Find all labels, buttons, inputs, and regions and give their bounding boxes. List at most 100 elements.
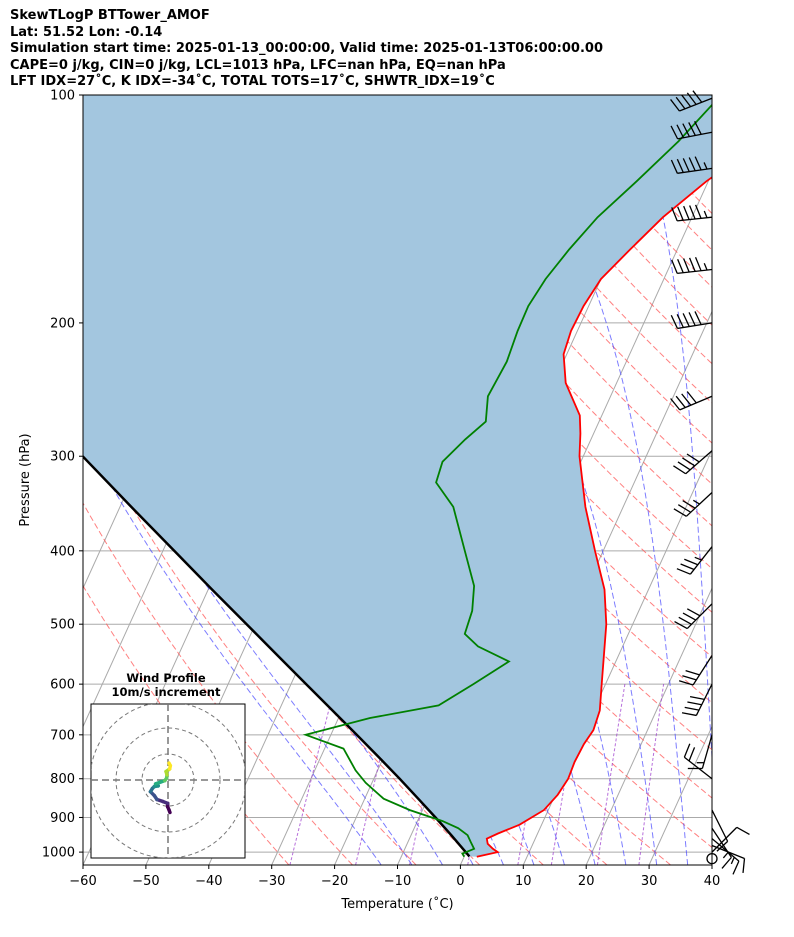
x-tick-label: −60 bbox=[69, 874, 96, 889]
barb-half-flag bbox=[703, 263, 708, 271]
x-tick-label: 30 bbox=[641, 874, 658, 889]
barb-flag bbox=[689, 205, 696, 220]
title-line-station: SkewTLogP BTTower_AMOF bbox=[10, 8, 210, 23]
wind-barb bbox=[670, 121, 713, 140]
barb-flag bbox=[681, 712, 697, 717]
moist-adiabat bbox=[727, 95, 750, 865]
y-tick-label: 400 bbox=[50, 544, 75, 559]
chart-series bbox=[83, 95, 712, 858]
dry-adiabat bbox=[406, 95, 712, 444]
isotherm-20 bbox=[585, 587, 712, 865]
x-axis-title: Temperature (˚C) bbox=[340, 896, 453, 912]
barb-flag bbox=[688, 747, 696, 762]
dry-adiabat bbox=[373, 95, 712, 485]
y-tick-label: 200 bbox=[50, 316, 75, 331]
barb-flag bbox=[684, 706, 700, 711]
wind-barbs bbox=[670, 90, 750, 875]
barb-flag bbox=[677, 206, 684, 221]
barb-flag bbox=[686, 391, 697, 404]
moist-adiabat bbox=[192, 95, 596, 865]
barb-flag bbox=[676, 158, 684, 173]
wind-barb bbox=[673, 492, 713, 517]
mixing-ratio-line bbox=[289, 683, 336, 865]
barb-flag bbox=[682, 612, 697, 621]
chart-title-block: SkewTLogP BTTower_AMOF Lat: 51.52 Lon: -… bbox=[10, 8, 603, 91]
y-tick-label: 900 bbox=[50, 811, 75, 826]
y-tick-label: 300 bbox=[50, 450, 75, 465]
barb-flag bbox=[684, 558, 699, 566]
y-tick-label: 600 bbox=[50, 678, 75, 693]
wind-barb bbox=[711, 826, 750, 853]
wind-barb bbox=[671, 204, 713, 222]
barb-flag bbox=[671, 207, 678, 222]
chart-axes: −60 −50 −40 −30 −20 −10 0 10 20 30 40 100 200 300 400 5… bbox=[18, 89, 720, 913]
wind-barb bbox=[674, 603, 713, 630]
title-line-location: Lat: 51.52 Lon: -0.14 bbox=[10, 24, 163, 40]
barb-flag bbox=[683, 743, 691, 758]
barb-flag bbox=[688, 122, 696, 136]
barb-flag bbox=[676, 124, 685, 139]
barb-flag bbox=[682, 123, 690, 137]
dewpoint-line bbox=[302, 103, 712, 858]
barb-flag bbox=[674, 620, 688, 630]
barb-shaft bbox=[692, 655, 713, 686]
barb-flag bbox=[670, 398, 681, 411]
barb-flag bbox=[687, 701, 702, 706]
barb-flag bbox=[694, 156, 702, 171]
wind-barb bbox=[673, 450, 713, 475]
title-line-times: Simulation start time: 2025-01-13_00:00:… bbox=[10, 41, 603, 56]
barb-shaft bbox=[701, 734, 713, 769]
barb-flag bbox=[682, 313, 690, 327]
barb-flag bbox=[721, 856, 732, 869]
isotherm-40 bbox=[711, 863, 712, 865]
barb-flag bbox=[686, 608, 701, 617]
barb-flag bbox=[682, 500, 696, 509]
barb-flag bbox=[682, 675, 697, 681]
barb-half-flag bbox=[694, 556, 702, 561]
barb-shaft bbox=[711, 838, 740, 862]
barb-flag bbox=[670, 159, 678, 174]
isotherm-30 bbox=[648, 725, 712, 865]
barb-flag bbox=[685, 670, 700, 676]
barb-flag bbox=[688, 157, 696, 172]
x-tick-label: −20 bbox=[321, 874, 348, 889]
dry-adiabat bbox=[340, 95, 712, 527]
barb-flag bbox=[681, 94, 692, 108]
wind-barb bbox=[711, 809, 729, 852]
barb-shaft bbox=[711, 827, 732, 858]
barb-flag bbox=[682, 158, 690, 172]
barb-flag bbox=[676, 568, 691, 575]
barb-flag bbox=[689, 696, 705, 700]
y-tick-label: 100 bbox=[50, 89, 75, 104]
barb-flag bbox=[671, 259, 678, 274]
moist-adiabat bbox=[83, 433, 382, 865]
barb-flag bbox=[732, 860, 740, 875]
x-tick-label: −40 bbox=[195, 874, 222, 889]
barb-flag bbox=[694, 256, 702, 271]
parcel-profile-line bbox=[83, 454, 471, 858]
barb-flag bbox=[694, 311, 702, 325]
barb-half-flag bbox=[730, 856, 735, 865]
y-axis-title: Pressure (hPa) bbox=[18, 433, 33, 526]
barb-flag bbox=[677, 504, 692, 513]
barb-half-flag bbox=[703, 162, 708, 170]
x-tick-label: −30 bbox=[258, 874, 285, 889]
barb-half-flag bbox=[692, 499, 700, 505]
barb-flag bbox=[673, 465, 687, 475]
barb-flag bbox=[683, 258, 690, 273]
x-tick-label: 40 bbox=[704, 874, 721, 889]
y-tick-label: 500 bbox=[50, 618, 75, 633]
wind-barb bbox=[671, 256, 713, 274]
mixing-ratio-line bbox=[638, 684, 665, 865]
barb-flag bbox=[676, 314, 684, 328]
wind-barb bbox=[676, 546, 713, 575]
moist-adiabat bbox=[495, 95, 689, 865]
barb-flag bbox=[683, 205, 690, 220]
y-tick-label: 1000 bbox=[42, 846, 75, 861]
hodograph-subtitle: 10m/s increment bbox=[112, 685, 221, 699]
wind-barb bbox=[711, 827, 732, 869]
title-line-indices: LFT IDX=27˚C, K IDX=-34˚C, TOTAL TOTS=17… bbox=[10, 74, 495, 89]
y-tick-label: 800 bbox=[50, 772, 75, 787]
